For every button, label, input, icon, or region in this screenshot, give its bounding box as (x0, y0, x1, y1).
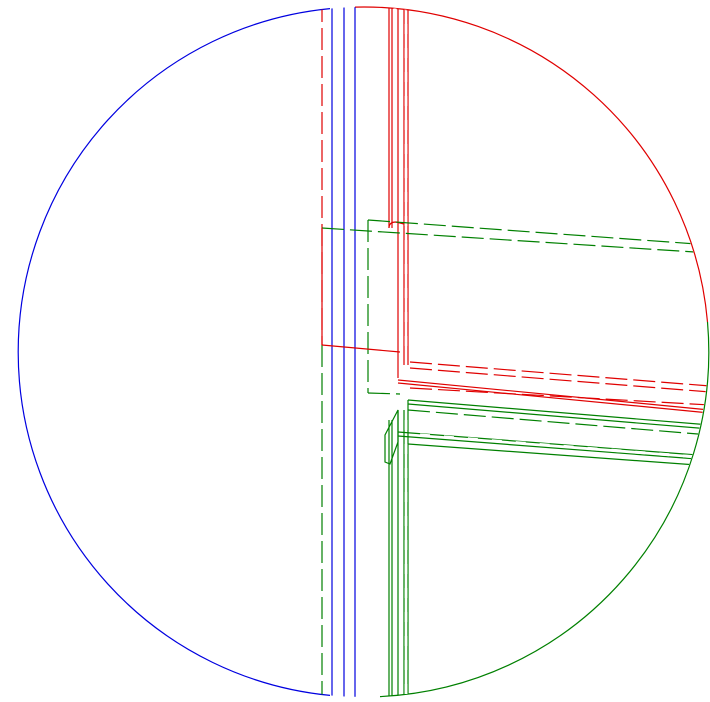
drawing-line (397, 382, 708, 414)
drawing-line (397, 435, 708, 461)
drawing-line (407, 409, 708, 436)
drawing-line (397, 379, 708, 411)
drawing-line (407, 443, 708, 467)
drawing-line (367, 219, 708, 246)
view-circle-red (354, 6, 709, 323)
drawing-line (419, 433, 708, 460)
drawing-line (409, 361, 708, 387)
view-circle-green (379, 321, 710, 698)
drawing-line (367, 392, 401, 395)
drawing-line (321, 344, 401, 353)
green-column (384, 400, 409, 697)
drawing-line (409, 367, 708, 393)
beam-lines (321, 219, 708, 467)
drawing-line (409, 387, 708, 406)
drawing (321, 7, 708, 697)
drawing-line (321, 227, 708, 254)
view-circle-blue (17, 8, 331, 696)
drawing-line (407, 403, 708, 430)
drawing-line (407, 399, 708, 426)
red-column (388, 7, 409, 378)
drawing-line (384, 409, 399, 465)
